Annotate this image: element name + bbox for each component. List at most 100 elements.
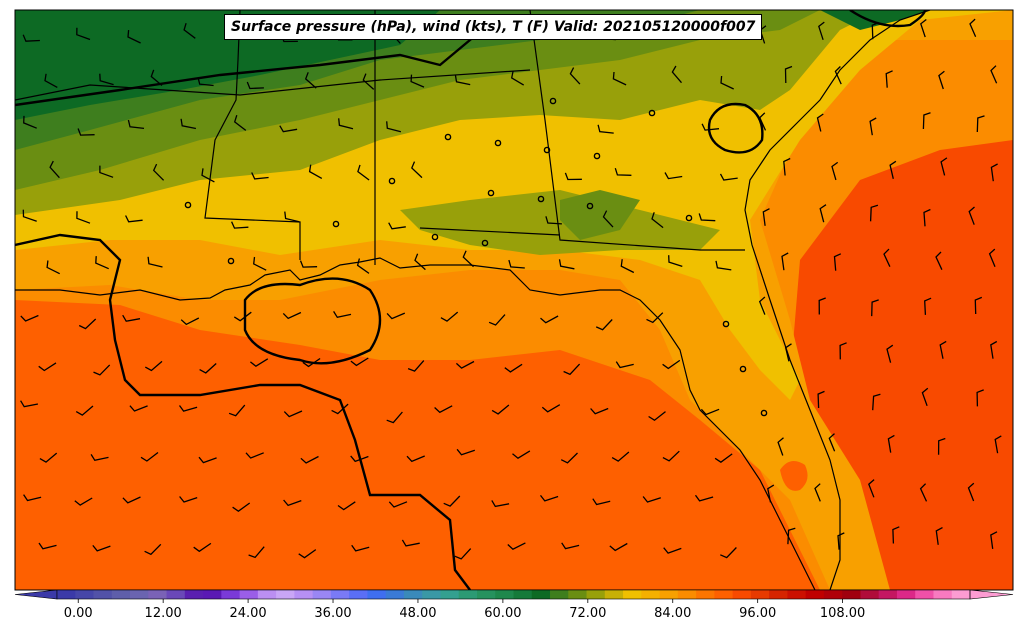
colorbar-swatch [221, 590, 241, 599]
wind-barb [279, 125, 298, 133]
wind-barb [122, 314, 141, 322]
colorbar-swatch [933, 590, 953, 599]
wind-barb [248, 546, 265, 559]
calm-circle [739, 365, 747, 373]
colorbar-swatch [93, 590, 113, 599]
colorbar-extend-low [14, 589, 58, 600]
colorbar-tick-label: 72.00 [569, 606, 607, 621]
colorbar-swatch [604, 590, 624, 599]
wind-barb [362, 73, 375, 90]
wind-barb [462, 250, 474, 268]
wind-barb [922, 112, 931, 130]
wind-barb [150, 69, 163, 86]
wind-barb [715, 260, 732, 271]
wind-barb [414, 253, 426, 271]
wind-barb [233, 115, 247, 131]
wind-barb [504, 363, 523, 373]
wind-barb [817, 390, 825, 409]
wind-barb [839, 342, 847, 360]
colorbar-swatch [367, 590, 387, 599]
colorbar-swatch [878, 590, 898, 599]
wind-barb [351, 544, 370, 552]
wind-barb [99, 73, 114, 86]
wind-barb [386, 411, 403, 424]
calm-wind-circles [184, 97, 768, 417]
wind-barb [611, 451, 630, 462]
wind-barb [663, 547, 682, 554]
wind-barb [974, 296, 983, 315]
wind-barb [246, 81, 264, 90]
wind-barb [759, 112, 767, 131]
wind-barb [456, 448, 476, 456]
calm-circle [537, 195, 545, 203]
colorbar-swatch [403, 590, 423, 599]
colorbar-swatch [842, 590, 861, 599]
colorbar-swatch [951, 590, 971, 599]
wind-barb [338, 118, 354, 130]
colorbar-swatch [495, 590, 514, 599]
wind-barb [401, 539, 420, 547]
wind-barb [886, 344, 894, 363]
calm-circle [722, 320, 730, 328]
wind-barb [758, 296, 766, 315]
wind-barb [337, 501, 356, 511]
wind-barbs [20, 18, 1002, 560]
wind-barb [887, 434, 895, 453]
wind-barb [662, 450, 680, 462]
wind-barb [612, 71, 627, 86]
isobar-gulf [15, 233, 471, 590]
wind-barb [76, 211, 91, 224]
wind-barb [350, 357, 369, 367]
wind-barb [178, 405, 198, 412]
wind-barb [407, 360, 425, 372]
wind-barb [22, 209, 37, 222]
wind-barb [787, 527, 796, 545]
wind-barb [935, 527, 943, 545]
calm-circle [431, 233, 439, 241]
calm-circle [685, 214, 693, 222]
wind-barb [590, 407, 609, 415]
isobar-low-la [243, 277, 382, 365]
wind-barb [940, 157, 948, 176]
wind-barb [816, 113, 824, 132]
colorbar-swatch [659, 590, 679, 599]
wind-barb [44, 73, 58, 88]
ms-river-border [204, 10, 301, 260]
colorbar-swatch [623, 590, 642, 599]
wind-barb [564, 172, 582, 181]
wind-barb [93, 364, 111, 376]
colorbar-swatch [130, 590, 149, 599]
colorbar-swatch [915, 590, 934, 599]
wind-barb [990, 340, 998, 359]
wind-barb [75, 405, 94, 416]
colorbar-tick-label: 24.00 [229, 606, 267, 621]
wind-barb [510, 70, 525, 86]
wind-barb [512, 450, 531, 459]
wind-barb [388, 222, 406, 230]
wind-barb [700, 408, 720, 416]
wind-barb [781, 252, 789, 271]
colorbar-swatch [787, 590, 807, 599]
wind-barb [988, 248, 996, 268]
wind-barb [454, 548, 472, 560]
colorbar-tick-label: 84.00 [654, 606, 692, 621]
isobar-ga [707, 102, 764, 154]
wind-barb [23, 115, 37, 129]
wind-barb [507, 542, 526, 550]
wind-barb [22, 34, 40, 42]
wind-barb [455, 360, 475, 369]
wind-barb [20, 314, 39, 322]
wind-barb [651, 212, 664, 229]
wind-barb [609, 542, 628, 552]
wind-barb [990, 531, 998, 549]
colorbar-swatch [696, 590, 715, 599]
wind-barb [976, 115, 985, 133]
colorbar-swatch [513, 590, 533, 599]
wind-barb [595, 319, 613, 331]
colorbar-swatch [458, 590, 478, 599]
wind-barb [892, 526, 900, 544]
wind-barb [990, 163, 998, 182]
colorbar-swatch [294, 590, 314, 599]
wind-barb [662, 359, 681, 370]
wind-barb [300, 455, 319, 464]
